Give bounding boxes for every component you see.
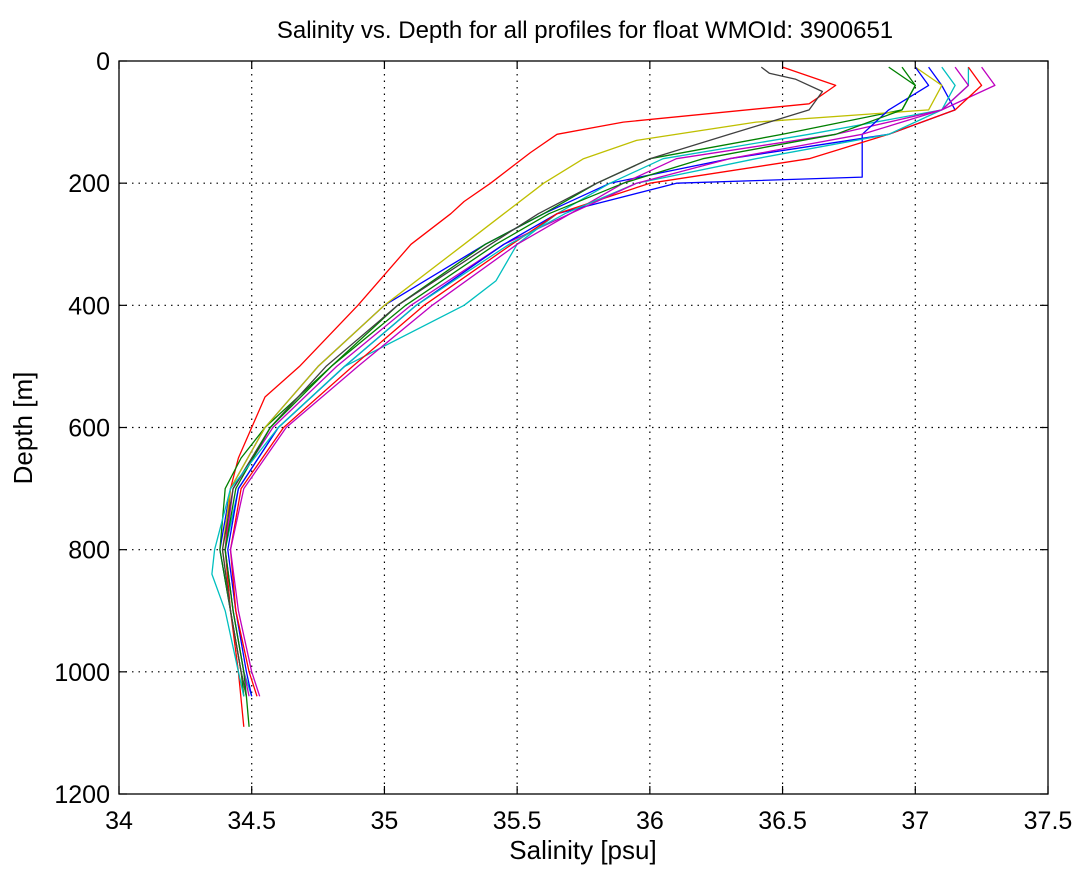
y-tick-label: 800: [68, 537, 110, 565]
y-tick-label: 200: [68, 170, 110, 198]
profile-line: [227, 66, 930, 697]
grid-lines: [119, 61, 1048, 794]
x-tick-label: 37.5: [1024, 807, 1073, 835]
x-tick-label: 35.5: [493, 807, 542, 835]
x-tick-label: 37: [901, 807, 929, 835]
axes: [118, 60, 1049, 795]
profile-line: [221, 66, 824, 697]
x-tick-label: 35: [371, 807, 399, 835]
x-tick-label: 36: [636, 807, 664, 835]
y-tick-label: 1000: [54, 659, 110, 687]
chart-title: Salinity vs. Depth for all profiles for …: [277, 17, 893, 44]
x-tick-label: 36.5: [758, 807, 807, 835]
profile-line: [224, 66, 916, 727]
profile-line: [229, 66, 970, 697]
profile-line: [229, 66, 983, 697]
x-axis-label: Salinity [psu]: [509, 835, 656, 865]
x-tick-label: 34: [105, 807, 133, 835]
profile-line: [211, 66, 956, 697]
x-tick-label: 34.5: [227, 807, 276, 835]
y-tick-label: 0: [96, 48, 110, 76]
profile-lines: [211, 66, 996, 727]
y-tick-label: 1200: [54, 781, 110, 809]
y-tick-label: 400: [68, 292, 110, 320]
tick-labels: 34 34.5 35 35.5 36 36.5 37 37.5 0 200 400 600 800 100…: [54, 48, 1072, 835]
y-axis-label: Depth [m]: [8, 372, 38, 485]
y-tick-label: 600: [68, 415, 110, 443]
